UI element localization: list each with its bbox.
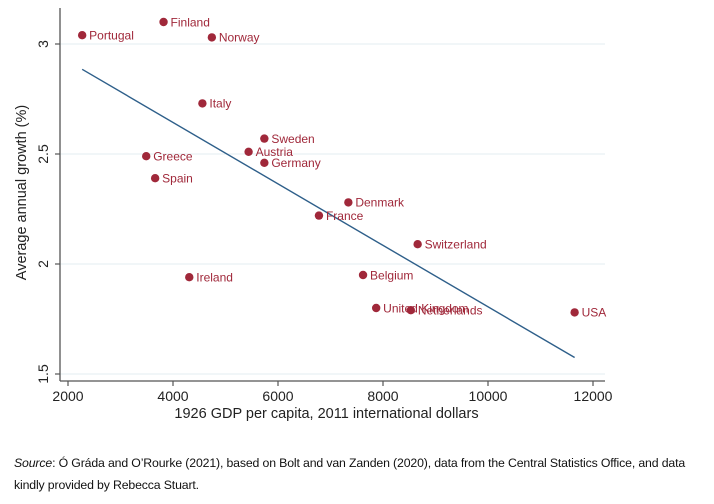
data-point [198,99,207,108]
data-label: Belgium [370,268,413,282]
data-label: Netherlands [418,304,483,318]
data-point [260,158,269,167]
fit-line [81,68,575,359]
y-axis-title: Average annual growth (%) [14,105,30,280]
y-tick-label: 2 [35,260,51,268]
data-point [358,270,368,280]
x-tick-label: 10000 [469,388,508,404]
data-label: Portugal [89,29,134,43]
data-point [413,240,422,249]
data-point [260,134,269,143]
data-point [77,31,87,40]
data-point [150,174,160,183]
data-point [570,308,579,317]
data-label: United Kingdom [383,301,468,315]
source-label: Source [14,456,53,470]
data-label: Switzerland [425,238,487,252]
y-ticks: 1.5 2 2.5 3 [35,40,60,384]
x-tick-label: 2000 [52,388,83,404]
gridlines [60,43,605,375]
source-caption: Source: Ó Gráda and O’Rourke (2021), bas… [14,452,714,496]
data-label: Denmark [355,196,405,210]
x-ticks: 2000 4000 6000 8000 10000 12000 [52,381,613,404]
x-tick-label: 6000 [262,388,293,404]
data-label: Ireland [196,271,233,285]
data-point [244,147,253,156]
data-label: Norway [219,31,260,45]
data-point [185,273,194,282]
data-point [159,17,168,27]
data-point [142,152,151,161]
scatter-chart: 1.5 2 2.5 3 2000 4000 6000 8000 10000 12000 Port… [14,8,613,422]
data-label: USA [582,306,607,320]
source-text: : Ó Gráda and O’Rourke (2021), based on … [14,456,686,492]
x-tick-label: 12000 [574,388,613,404]
y-tick-label: 2.5 [35,144,51,164]
data-point [344,198,353,207]
data-point [314,211,324,220]
data-label: France [326,209,364,223]
x-tick-label: 8000 [367,388,398,404]
data-label: Italy [209,97,231,111]
data-label: Finland [171,15,210,29]
y-tick-label: 3 [35,40,51,48]
data-point [207,33,217,42]
data-point [371,303,381,313]
x-tick-label: 4000 [157,388,188,404]
data-label: Germany [271,156,320,170]
data-points: PortugalFinlandNorwayItalySwedenAustriaG… [77,15,607,320]
data-point [406,306,416,315]
x-axis-title: 1926 GDP per capita, 2011 international … [174,406,478,422]
y-tick-label: 1.5 [35,364,51,384]
data-label: Greece [153,150,193,164]
data-label: Spain [162,172,193,186]
data-label: Austria [256,145,294,159]
data-label: Sweden [271,132,314,146]
